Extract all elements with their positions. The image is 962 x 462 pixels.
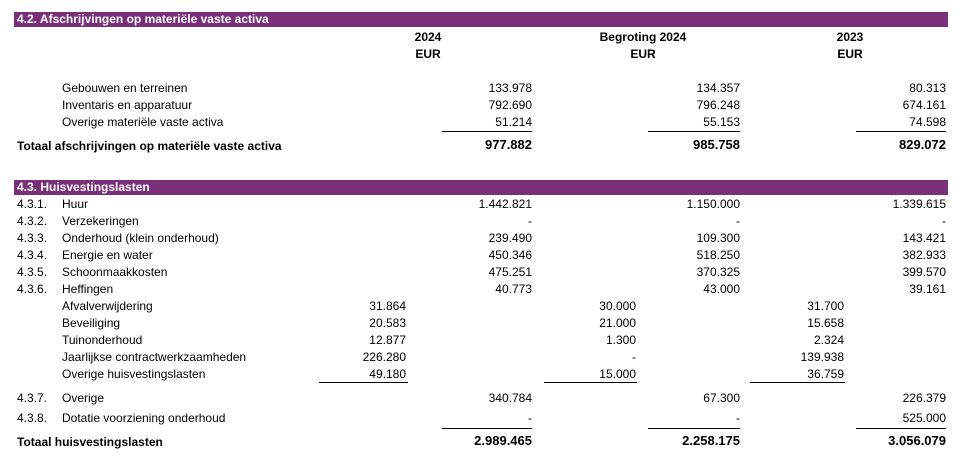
total-2023: 829.072 bbox=[899, 137, 946, 152]
row-code: 4.3.6. bbox=[17, 282, 48, 296]
sub-value-begroting: - bbox=[632, 350, 636, 364]
row-label: Onderhoud (klein onderhoud) bbox=[62, 231, 219, 245]
value-2023: - bbox=[942, 214, 946, 228]
sum-line bbox=[856, 131, 946, 132]
row-code: 4.3.2. bbox=[17, 214, 48, 228]
value-begroting: 134.357 bbox=[696, 81, 740, 95]
value-begroting: 518.250 bbox=[696, 248, 740, 262]
value-2023: 143.421 bbox=[902, 231, 946, 245]
sub-value-2024: 20.583 bbox=[369, 316, 406, 330]
value-begroting: - bbox=[736, 214, 740, 228]
value-2024: 239.490 bbox=[488, 231, 532, 245]
value-begroting: 370.325 bbox=[696, 265, 740, 279]
value-2024: 40.773 bbox=[495, 282, 532, 296]
value-begroting: 109.300 bbox=[696, 231, 740, 245]
sub-value-2023: 15.658 bbox=[807, 316, 844, 330]
value-2023: 674.161 bbox=[902, 98, 946, 112]
col-unit-2024: EUR bbox=[415, 47, 441, 61]
value-begroting: 1.150.000 bbox=[686, 197, 740, 211]
value-2024: 475.251 bbox=[488, 265, 532, 279]
total-begroting: 985.758 bbox=[693, 137, 740, 152]
sub-value-begroting: 30.000 bbox=[599, 299, 636, 313]
row-code: 4.3.8. bbox=[17, 411, 48, 425]
sub-value-begroting: 15.000 bbox=[599, 367, 636, 381]
value-2023: 525.000 bbox=[902, 411, 946, 425]
sum-line bbox=[442, 428, 532, 429]
value-2023: 39.161 bbox=[909, 282, 946, 296]
col-unit-2023: EUR bbox=[837, 47, 863, 61]
sub-sum-line bbox=[750, 382, 845, 383]
row-label: Heffingen bbox=[62, 282, 114, 296]
row-label: Huur bbox=[62, 197, 89, 211]
value-begroting: 43.000 bbox=[703, 282, 740, 296]
subrow-label: Overige huisvestingslasten bbox=[62, 367, 206, 381]
total-2024: 977.882 bbox=[485, 137, 532, 152]
col-unit-begroting: EUR bbox=[630, 47, 656, 61]
total-label: Totaal afschrijvingen op materiële vaste… bbox=[17, 139, 282, 153]
value-2023: 74.598 bbox=[909, 115, 946, 129]
value-begroting: 67.300 bbox=[703, 391, 740, 405]
value-2023: 226.379 bbox=[902, 391, 946, 405]
total-label: Totaal huisvestingslasten bbox=[17, 435, 163, 449]
subrow-label: Tuinonderhoud bbox=[62, 333, 143, 347]
sum-line bbox=[856, 428, 946, 429]
sub-value-2023: 36.759 bbox=[807, 367, 844, 381]
subrow-label: Beveiliging bbox=[62, 316, 121, 330]
value-2024: - bbox=[528, 411, 532, 425]
row-label: Energie en water bbox=[62, 248, 153, 262]
sub-value-2024: 49.180 bbox=[369, 367, 406, 381]
value-2024: 51.214 bbox=[495, 115, 532, 129]
sub-value-2024: 31.864 bbox=[369, 299, 406, 313]
subrow-label: Afvalverwijdering bbox=[62, 299, 153, 313]
col-header-begroting: Begroting 2024 bbox=[599, 30, 687, 44]
section-header-afschrijvingen: 4.2. Afschrijvingen op materiële vaste a… bbox=[14, 12, 948, 27]
row-label: Overige bbox=[62, 391, 105, 405]
section-header-huisvesting: 4.3. Huisvestingslasten bbox=[14, 180, 948, 195]
value-2023: 382.933 bbox=[902, 248, 946, 262]
value-2024: 450.346 bbox=[488, 248, 532, 262]
sub-value-begroting: 21.000 bbox=[599, 316, 636, 330]
value-2023: 1.339.615 bbox=[892, 197, 946, 211]
row-label: Gebouwen en terreinen bbox=[62, 81, 188, 95]
row-label: Inventaris en apparatuur bbox=[62, 98, 193, 112]
value-2024: 340.784 bbox=[488, 391, 532, 405]
row-label: Schoonmaakkosten bbox=[62, 265, 168, 279]
sub-sum-line bbox=[544, 382, 637, 383]
value-begroting: - bbox=[736, 411, 740, 425]
row-code: 4.3.5. bbox=[17, 265, 48, 279]
value-2023: 399.570 bbox=[902, 265, 946, 279]
row-code: 4.3.1. bbox=[17, 197, 48, 211]
row-code: 4.3.4. bbox=[17, 248, 48, 262]
sum-line bbox=[442, 131, 532, 132]
total-begroting: 2.258.175 bbox=[682, 433, 740, 448]
value-2024: 792.690 bbox=[488, 98, 532, 112]
row-label: Overige materiële vaste activa bbox=[62, 115, 224, 129]
value-2024: 133.978 bbox=[488, 81, 532, 95]
sub-sum-line bbox=[319, 382, 408, 383]
sub-value-2024: 12.877 bbox=[369, 333, 406, 347]
sum-line bbox=[648, 131, 740, 132]
sum-line bbox=[648, 428, 740, 429]
row-label: Verzekeringen bbox=[62, 214, 139, 228]
col-header-2024: 2024 bbox=[414, 30, 442, 44]
subrow-label: Jaarlijkse contractwerkzaamheden bbox=[62, 350, 247, 364]
sub-value-2023: 31.700 bbox=[807, 299, 844, 313]
total-2023: 3.056.079 bbox=[888, 433, 946, 448]
sub-value-2024: 226.280 bbox=[362, 350, 406, 364]
row-label: Dotatie voorziening onderhoud bbox=[62, 411, 226, 425]
row-code: 4.3.7. bbox=[17, 391, 48, 405]
sub-value-begroting: 1.300 bbox=[605, 333, 636, 347]
sub-value-2023: 139.938 bbox=[800, 350, 844, 364]
value-begroting: 55.153 bbox=[703, 115, 740, 129]
sub-value-2023: 2.324 bbox=[813, 333, 844, 347]
value-2024: 1.442.821 bbox=[478, 197, 532, 211]
col-header-2023: 2023 bbox=[836, 30, 864, 44]
row-code: 4.3.3. bbox=[17, 231, 48, 245]
value-2024: - bbox=[528, 214, 532, 228]
total-2024: 2.989.465 bbox=[474, 433, 532, 448]
value-begroting: 796.248 bbox=[696, 98, 740, 112]
value-2023: 80.313 bbox=[909, 81, 946, 95]
